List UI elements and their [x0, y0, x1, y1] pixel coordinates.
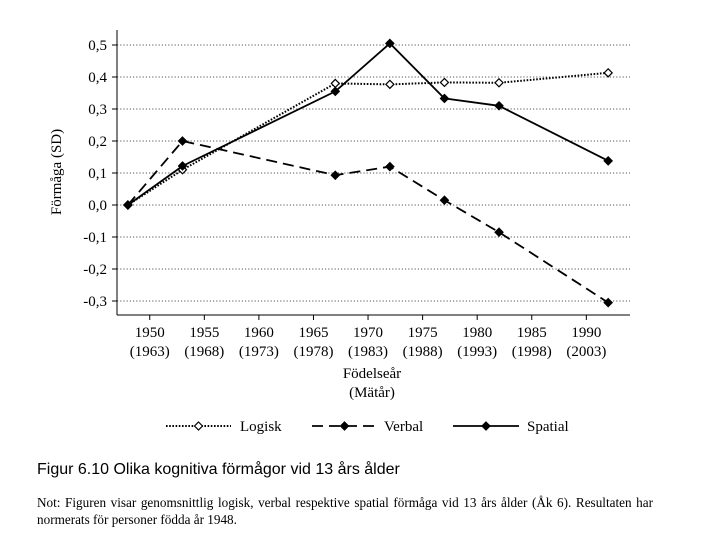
- spatial-data-point: [385, 38, 395, 49]
- data-markers: [123, 38, 614, 308]
- x-tick-sublabel: (1993): [457, 344, 497, 360]
- x-tick-sublabel: (1963): [130, 344, 170, 360]
- x-tick-label: 1980: [462, 325, 492, 341]
- y-tick-label: 0,2: [88, 134, 107, 150]
- spatial-data-point: [330, 86, 341, 97]
- y-tick-label: 0,0: [88, 198, 107, 214]
- y-tick-labels: 0,5 0,4 0,3 0,2 0,1 0,0 -0,1 -0,2 -0,3: [83, 38, 107, 310]
- spatial-data-point: [603, 155, 614, 166]
- spatial-data-point: [177, 161, 188, 171]
- y-tick-label: 0,5: [88, 38, 107, 54]
- verbal-series-line: [127, 140, 609, 304]
- gridlines: [117, 44, 630, 302]
- verbal-data-point: [603, 297, 614, 308]
- verbal-data-point: [330, 170, 341, 181]
- x-tick-sublabel: (1988): [403, 344, 443, 360]
- x-tick-sublabel: (1983): [348, 344, 388, 360]
- y-tick-label: -0,1: [83, 230, 107, 246]
- legend-item-spatial: Spatial: [453, 419, 569, 435]
- spatial-data-point: [123, 200, 133, 210]
- legend-label-logisk: Logisk: [240, 419, 282, 435]
- x-tick-label: 1965: [298, 325, 328, 341]
- series-lines: [127, 42, 609, 304]
- legend-item-logisk: Logisk: [166, 419, 282, 435]
- logisk-data-point: [385, 79, 395, 90]
- x-tick-sublabel: (1968): [184, 344, 224, 360]
- verbal-data-point: [385, 161, 395, 172]
- x-axis-label: Födelseår: [343, 366, 401, 382]
- x-tick-sublabel: (1973): [239, 344, 279, 360]
- spatial-data-point: [439, 93, 450, 104]
- x-tick-label: 1955: [189, 325, 219, 341]
- legend-label-spatial: Spatial: [527, 419, 569, 435]
- x-tick-label: 1970: [353, 325, 383, 341]
- y-tick-label: 0,4: [88, 70, 107, 86]
- legend: Logisk Verbal Spatial: [166, 419, 569, 435]
- spatial-series-line: [127, 42, 609, 206]
- y-tick-label: -0,2: [83, 262, 107, 278]
- logisk-data-point: [603, 67, 614, 78]
- spatial-data-point: [494, 100, 504, 111]
- logisk-data-point: [439, 77, 450, 88]
- verbal-data-point: [439, 195, 450, 206]
- legend-marker-spatial: [481, 421, 491, 431]
- logisk-data-point: [330, 78, 341, 89]
- x-tick-sublabel: (1978): [293, 344, 333, 360]
- y-tick-label: 0,1: [88, 166, 107, 182]
- x-axis-sublabel: (Mätår): [349, 385, 395, 401]
- verbal-data-point: [494, 227, 504, 238]
- legend-label-verbal: Verbal: [384, 419, 423, 435]
- x-tick-label: 1975: [408, 325, 438, 341]
- figure-caption: Figur 6.10 Olika kognitiva förmågor vid …: [37, 461, 400, 478]
- legend-marker-verbal: [339, 421, 350, 431]
- y-tick-label: 0,3: [88, 102, 107, 118]
- x-tick-sublabel: (1998): [512, 344, 552, 360]
- x-tick-label: 1985: [517, 325, 547, 341]
- figure-note: Not: Figuren visar genomsnittlig logisk,…: [37, 495, 653, 527]
- x-tick-label: 1950: [135, 325, 165, 341]
- logisk-data-point: [494, 77, 504, 88]
- axes: [112, 30, 630, 320]
- logisk-series-line: [127, 71, 609, 206]
- x-tick-label: 1990: [571, 325, 601, 341]
- line-chart: 0,5 0,4 0,3 0,2 0,1 0,0 -0,1 -0,2 -0,3 1950 (1963…: [49, 30, 630, 435]
- y-tick-label: -0,3: [83, 294, 107, 310]
- x-tick-sublabel: (2003): [566, 344, 606, 360]
- legend-marker-logisk: [193, 421, 204, 431]
- legend-item-verbal: Verbal: [312, 419, 423, 435]
- x-tick-label: 1960: [244, 325, 274, 341]
- x-tick-labels: 1950 (1963) 1955 (1968) 1960 (1973) 1965 (1978)…: [130, 325, 607, 360]
- verbal-data-point: [177, 136, 188, 146]
- y-axis-label: Förmåga (SD): [49, 129, 65, 215]
